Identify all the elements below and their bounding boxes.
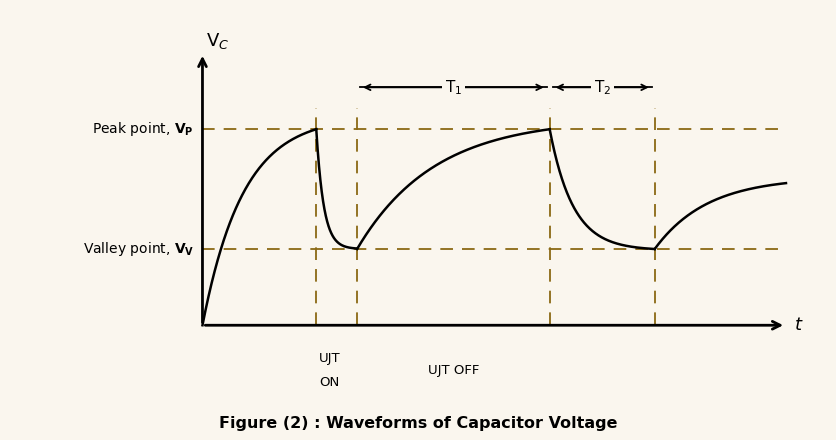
Text: T$_1$: T$_1$ xyxy=(444,78,461,97)
Text: Figure (2) : Waveforms of Capacitor Voltage: Figure (2) : Waveforms of Capacitor Volt… xyxy=(219,416,617,431)
Text: Valley point, $\mathbf{V_V}$: Valley point, $\mathbf{V_V}$ xyxy=(83,240,194,258)
Text: ON: ON xyxy=(319,376,339,389)
Text: Peak point, $\mathbf{V_P}$: Peak point, $\mathbf{V_P}$ xyxy=(92,120,194,138)
Text: UJT: UJT xyxy=(319,352,340,365)
Text: V$_C$: V$_C$ xyxy=(206,32,228,51)
Text: UJT OFF: UJT OFF xyxy=(427,363,478,377)
Text: t: t xyxy=(794,316,801,334)
Text: T$_2$: T$_2$ xyxy=(593,78,610,97)
